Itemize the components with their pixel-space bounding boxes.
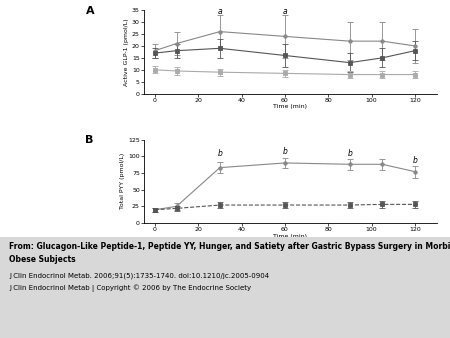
- Text: B: B: [86, 136, 94, 145]
- Y-axis label: Active GLP-1 (pmol/L): Active GLP-1 (pmol/L): [124, 18, 129, 86]
- Text: b: b: [217, 149, 222, 158]
- Text: a: a: [217, 7, 222, 16]
- X-axis label: Time (min): Time (min): [273, 234, 307, 239]
- Text: Obese Subjects: Obese Subjects: [9, 255, 76, 264]
- X-axis label: Time (min): Time (min): [273, 104, 307, 109]
- Text: a: a: [283, 7, 287, 16]
- Text: b: b: [412, 156, 417, 165]
- Text: b: b: [283, 147, 287, 156]
- Y-axis label: Total PYY (pmol/L): Total PYY (pmol/L): [120, 153, 125, 210]
- Text: J Clin Endocrinol Metab | Copyright © 2006 by The Endocrine Society: J Clin Endocrinol Metab | Copyright © 20…: [9, 284, 251, 292]
- Text: From: Glucagon-Like Peptide-1, Peptide YY, Hunger, and Satiety after Gastric Byp: From: Glucagon-Like Peptide-1, Peptide Y…: [9, 242, 450, 251]
- Text: A: A: [86, 6, 94, 16]
- Text: J Clin Endocrinol Metab. 2006;91(5):1735-1740. doi:10.1210/jc.2005-0904: J Clin Endocrinol Metab. 2006;91(5):1735…: [9, 272, 269, 279]
- Text: b: b: [347, 149, 352, 158]
